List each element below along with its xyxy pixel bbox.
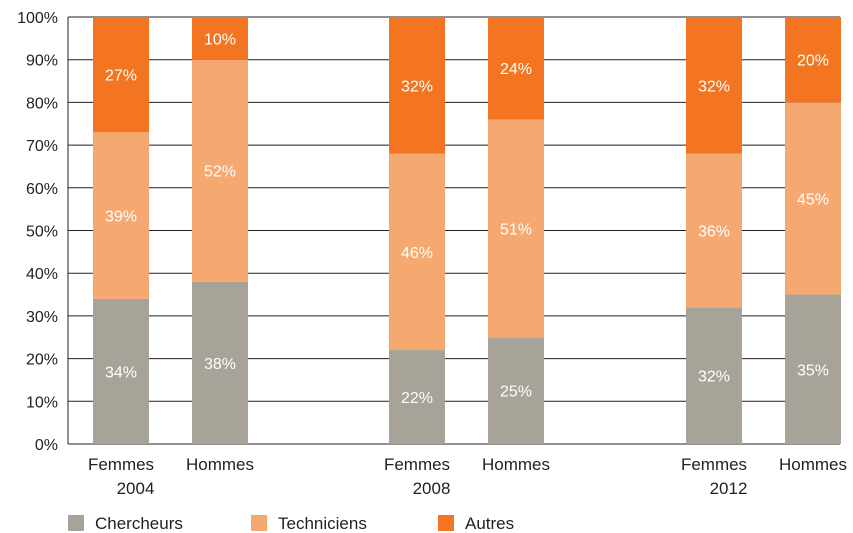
data-label: 34%	[105, 364, 137, 381]
bar-segment	[93, 132, 149, 299]
bar-segment	[686, 17, 742, 154]
bar-segment	[93, 298, 149, 444]
bar-segment	[785, 294, 841, 444]
data-label: 27%	[105, 68, 137, 85]
bar-segment	[192, 17, 248, 60]
bars: 34% 39% 27% 38% 52% 10% 22% 46% 32% 25% 51% 24% 32% 3…	[93, 17, 841, 444]
bar-segment	[686, 153, 742, 308]
y-tick-label: 80%	[26, 95, 58, 112]
x-category-label: Femmes	[88, 455, 154, 474]
bar-segment	[192, 281, 248, 444]
legend-swatch	[68, 515, 84, 531]
x-axis-labels: Femmes Hommes Femmes Hommes Femmes Hommes 2004…	[88, 455, 847, 498]
legend-label: Autres	[465, 514, 514, 533]
data-label: 10%	[204, 31, 236, 48]
data-label: 38%	[204, 356, 236, 373]
bar-segment	[488, 337, 544, 444]
legend-label: Techniciens	[278, 514, 367, 533]
y-tick-label: 100%	[17, 10, 58, 27]
x-category-label: Hommes	[186, 455, 254, 474]
y-tick-label: 20%	[26, 352, 58, 369]
y-tick-label: 30%	[26, 309, 58, 326]
data-label: 32%	[698, 78, 730, 95]
y-tick-label: 40%	[26, 266, 58, 283]
data-label: 52%	[204, 164, 236, 181]
y-tick-label: 50%	[26, 224, 58, 241]
data-label: 39%	[105, 209, 137, 226]
data-label: 24%	[500, 61, 532, 78]
bar-segment	[785, 102, 841, 295]
y-tick-label: 0%	[35, 437, 58, 454]
bar-segment	[686, 307, 742, 444]
data-label: 22%	[401, 390, 433, 407]
x-category-label: Hommes	[482, 455, 550, 474]
y-tick-label: 90%	[26, 53, 58, 70]
legend-swatch	[251, 515, 267, 531]
bar-segment	[488, 17, 544, 120]
bar-segment	[389, 350, 445, 444]
data-label: 51%	[500, 221, 532, 238]
legend-label: Chercheurs	[95, 514, 183, 533]
y-tick-label: 70%	[26, 138, 58, 155]
data-label: 45%	[797, 191, 829, 208]
x-group-label: 2008	[413, 479, 451, 498]
data-label: 46%	[401, 245, 433, 262]
x-category-label: Femmes	[384, 455, 450, 474]
x-category-label: Femmes	[681, 455, 747, 474]
x-group-label: 2012	[710, 479, 748, 498]
bar-segment	[785, 17, 841, 103]
bar-segment	[389, 153, 445, 351]
legend-swatch	[438, 515, 454, 531]
data-label: 32%	[401, 78, 433, 95]
bar-segment	[93, 17, 149, 133]
y-tick-label: 10%	[26, 394, 58, 411]
data-label: 32%	[698, 369, 730, 386]
data-label: 20%	[797, 53, 829, 70]
legend: Chercheurs Techniciens Autres	[68, 514, 514, 533]
y-tick-label: 60%	[26, 181, 58, 198]
x-category-label: Hommes	[779, 455, 847, 474]
x-group-label: 2004	[117, 479, 155, 498]
data-label: 36%	[698, 224, 730, 241]
bar-segment	[192, 59, 248, 282]
data-label: 25%	[500, 384, 532, 401]
data-label: 35%	[797, 362, 829, 379]
y-axis: 0% 10% 20% 30% 40% 50% 60% 70% 80% 90% 100%	[17, 10, 69, 454]
bar-segment	[488, 119, 544, 338]
bar-segment	[389, 17, 445, 154]
